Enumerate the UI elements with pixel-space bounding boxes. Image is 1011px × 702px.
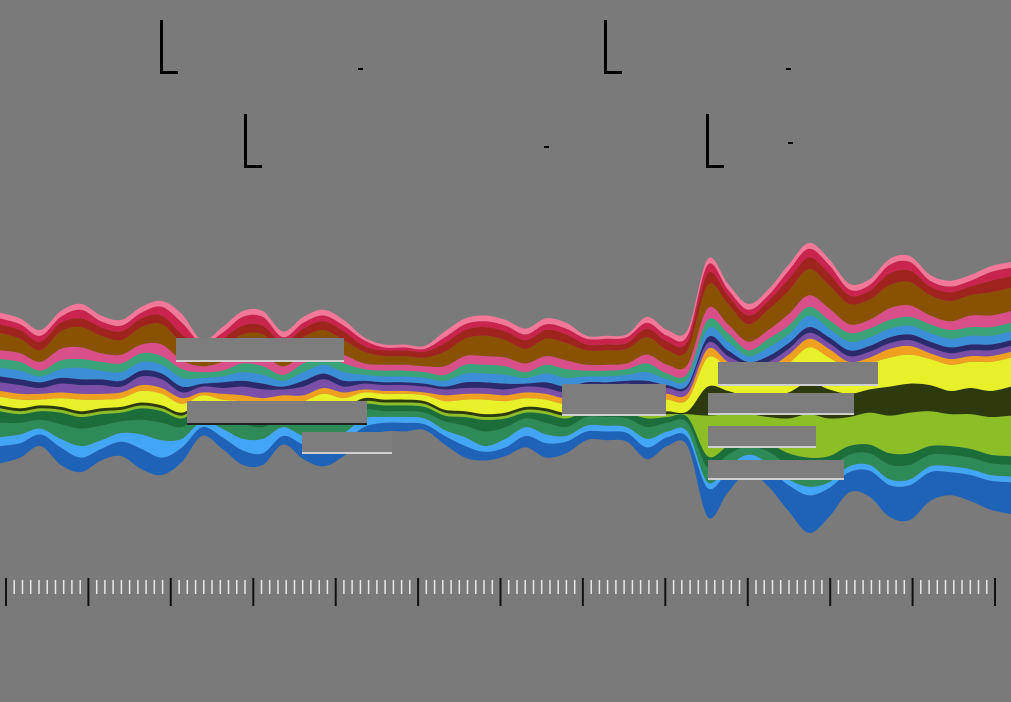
stream-label-box-5 xyxy=(718,362,878,386)
stream-label-box-3 xyxy=(302,432,392,454)
stream-label-box-7 xyxy=(708,426,816,448)
legend-marker-3 xyxy=(244,114,262,168)
stream-label-box-4 xyxy=(562,384,666,416)
legend-dot-4 xyxy=(788,142,793,144)
x-axis-ticks xyxy=(5,578,996,606)
stream-label-box-1 xyxy=(176,338,344,362)
stream-layer-8 xyxy=(0,338,1011,404)
stream-label-box-8 xyxy=(708,460,844,480)
stream-layers xyxy=(0,242,1011,534)
stream-label-box-2 xyxy=(187,401,367,425)
stream-layer-15 xyxy=(0,257,1011,358)
stream-label-box-6 xyxy=(708,393,854,415)
stream-layer-9 xyxy=(0,332,1011,399)
legend-marker-2 xyxy=(604,20,622,74)
legend-marker-1 xyxy=(160,20,178,74)
stream-layer-12 xyxy=(0,306,1011,384)
legend-marker-4 xyxy=(706,114,724,168)
legend-dot-2 xyxy=(786,68,791,70)
legend-dot-1 xyxy=(358,68,363,70)
legend-dot-3 xyxy=(544,146,549,148)
stream-layer-3 xyxy=(0,409,1011,487)
